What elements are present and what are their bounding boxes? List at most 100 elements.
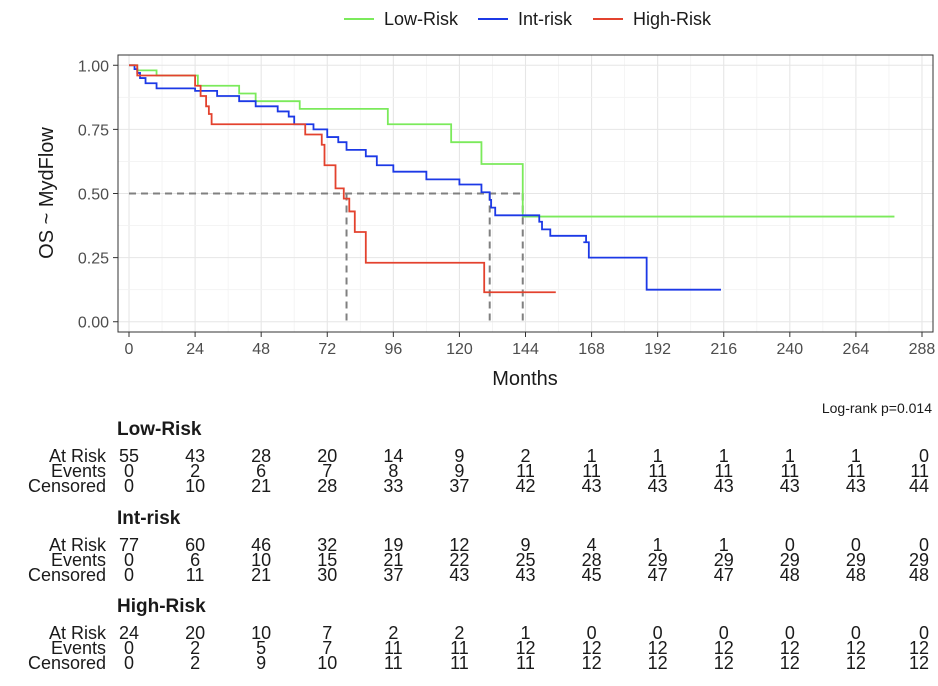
survival-curve-int-risk bbox=[129, 64, 721, 291]
risk-table-cell: 0 bbox=[587, 623, 597, 643]
risk-table-cell: 12 bbox=[582, 653, 602, 673]
risk-table-cell: 11 bbox=[847, 461, 866, 481]
risk-table-cell: 37 bbox=[449, 476, 469, 496]
risk-table-cell: 6 bbox=[190, 550, 200, 570]
risk-table-cell: 21 bbox=[251, 476, 271, 496]
risk-table-cell: 0 bbox=[719, 623, 729, 643]
x-tick-label: 72 bbox=[318, 341, 336, 358]
risk-table-cell: 19 bbox=[383, 535, 403, 555]
risk-table-cell: 28 bbox=[582, 550, 602, 570]
legend-label: Int-risk bbox=[518, 9, 573, 29]
risk-table-cell: 8 bbox=[388, 461, 398, 481]
x-tick-label: 192 bbox=[644, 341, 671, 358]
risk-table-cell: 48 bbox=[846, 565, 866, 585]
x-tick-label: 48 bbox=[252, 341, 270, 358]
risk-table-cell: 12 bbox=[909, 653, 929, 673]
y-axis: 0.00 0.25 0.50 0.75 1.00 bbox=[78, 58, 118, 332]
x-tick-label: 264 bbox=[843, 341, 870, 358]
risk-table-group-title: High-Risk bbox=[117, 596, 206, 617]
risk-table-cell: 12 bbox=[846, 653, 866, 673]
risk-table-cell: 10 bbox=[317, 653, 337, 673]
y-tick-label: 0.50 bbox=[78, 187, 109, 204]
x-tick-label: 96 bbox=[384, 341, 402, 358]
risk-table-row-label: Censored bbox=[28, 476, 106, 496]
risk-table-cell: 7 bbox=[322, 461, 332, 481]
risk-table-cell: 0 bbox=[124, 476, 134, 496]
risk-table-cell: 48 bbox=[909, 565, 929, 585]
risk-table-cell: 43 bbox=[582, 476, 602, 496]
risk-table-cell: 42 bbox=[515, 476, 535, 496]
risk-table-cell: 11 bbox=[516, 461, 535, 481]
risk-table-cell: 48 bbox=[780, 565, 800, 585]
risk-table-cell: 12 bbox=[648, 653, 668, 673]
risk-table-cell: 1 bbox=[719, 535, 729, 555]
risk-table-cell: 11 bbox=[910, 461, 929, 481]
risk-table-cell: 2 bbox=[388, 623, 398, 643]
risk-table-cell: 0 bbox=[785, 535, 795, 555]
risk-table-cell: 22 bbox=[449, 550, 469, 570]
risk-table-cell: 47 bbox=[714, 565, 734, 585]
x-tick-label: 0 bbox=[125, 341, 134, 358]
risk-table-cell: 43 bbox=[846, 476, 866, 496]
risk-table-cell: 30 bbox=[317, 565, 337, 585]
risk-table-cell: 44 bbox=[909, 476, 929, 496]
x-tick-label: 144 bbox=[512, 341, 539, 358]
risk-table-cell: 37 bbox=[383, 565, 403, 585]
x-tick-label: 168 bbox=[578, 341, 605, 358]
risk-table-cell: 12 bbox=[648, 638, 668, 658]
risk-table-cell: 2 bbox=[190, 461, 200, 481]
risk-table-cell: 12 bbox=[449, 535, 469, 555]
risk-table-cell: 29 bbox=[714, 550, 734, 570]
risk-table-cell: 11 bbox=[714, 461, 733, 481]
x-axis: 0 24 48 72 96 120 144 168 192 216 240 264 288 bbox=[125, 332, 936, 358]
risk-table-cell: 10 bbox=[185, 476, 205, 496]
risk-table-cell: 0 bbox=[919, 623, 929, 643]
risk-table-cell: 1 bbox=[851, 446, 861, 466]
y-tick-label: 1.00 bbox=[78, 58, 109, 75]
survival-curve-low-risk bbox=[129, 64, 895, 218]
risk-table-cell: 12 bbox=[714, 638, 734, 658]
risk-table-cell: 28 bbox=[251, 446, 271, 466]
risk-table-cell: 45 bbox=[582, 565, 602, 585]
x-tick-label: 24 bbox=[186, 341, 204, 358]
risk-table-cell: 20 bbox=[185, 623, 205, 643]
x-tick-label: 288 bbox=[909, 341, 936, 358]
risk-table-cell: 25 bbox=[515, 550, 535, 570]
x-tick-label: 240 bbox=[776, 341, 803, 358]
risk-table-cell: 28 bbox=[317, 476, 337, 496]
risk-table-cell: 29 bbox=[648, 550, 668, 570]
risk-table-cell: 1 bbox=[653, 535, 663, 555]
risk-table-row-label: At Risk bbox=[49, 623, 107, 643]
risk-table-cell: 6 bbox=[256, 461, 266, 481]
risk-table-row-label: At Risk bbox=[49, 446, 107, 466]
risk-table-cell: 21 bbox=[251, 565, 271, 585]
risk-table-cell: 9 bbox=[454, 461, 464, 481]
risk-table-cell: 11 bbox=[648, 461, 667, 481]
risk-table-cell: 12 bbox=[780, 653, 800, 673]
risk-table-cell: 11 bbox=[450, 653, 469, 673]
x-axis-title: Months bbox=[492, 368, 558, 390]
risk-table-cell: 11 bbox=[450, 638, 469, 658]
risk-table-cell: 11 bbox=[516, 653, 535, 673]
risk-table-cell: 60 bbox=[185, 535, 205, 555]
risk-table-cell: 0 bbox=[124, 565, 134, 585]
risk-table-cell: 20 bbox=[317, 446, 337, 466]
risk-table-cell: 43 bbox=[185, 446, 205, 466]
risk-table-cell: 0 bbox=[124, 638, 134, 658]
risk-table-cell: 0 bbox=[785, 623, 795, 643]
risk-table-cell: 1 bbox=[587, 446, 597, 466]
risk-table-cell: 12 bbox=[846, 638, 866, 658]
series-lines bbox=[129, 64, 895, 294]
risk-table-cell: 21 bbox=[383, 550, 403, 570]
risk-table-cell: 2 bbox=[190, 653, 200, 673]
median-lines bbox=[129, 192, 524, 322]
risk-table-row-label: Censored bbox=[28, 565, 106, 585]
risk-table-cell: 43 bbox=[780, 476, 800, 496]
risk-table-cell: 1 bbox=[719, 446, 729, 466]
risk-table-cell: 11 bbox=[582, 461, 601, 481]
x-tick-label: 216 bbox=[710, 341, 737, 358]
risk-table-group-title: Low-Risk bbox=[117, 419, 202, 440]
risk-table-cell: 2 bbox=[454, 623, 464, 643]
legend: Low-Risk Int-risk High-Risk bbox=[344, 9, 712, 29]
